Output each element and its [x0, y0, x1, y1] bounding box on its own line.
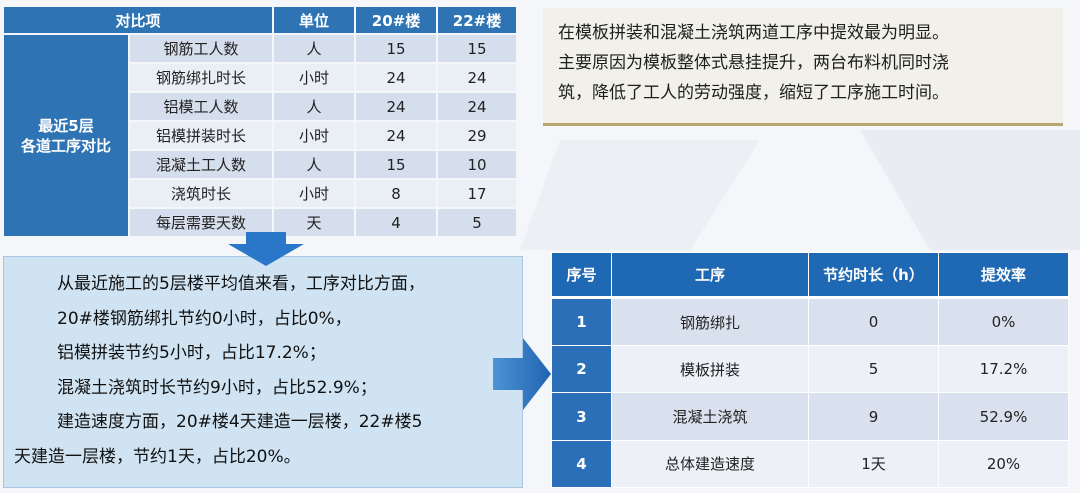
header-process: 工序 — [611, 252, 809, 299]
row-value-20: 24 — [354, 120, 439, 151]
efficiency-note: 在模板拼装和混凝土浇筑两道工序中提效最为明显。 主要原因为模板整体式悬挂提升，两… — [543, 8, 1063, 126]
note-line: 在模板拼装和混凝土浇筑两道工序中提效最为明显。 — [558, 23, 949, 43]
row-rate: 52.9% — [938, 392, 1069, 441]
row-value-22: 24 — [436, 62, 519, 93]
summary-line: 铝模拼装节约5小时，占比17.2%； — [57, 343, 326, 363]
summary-box: 从最近施工的5层楼平均值来看，工序对比方面， 20#楼钢筋绑扎节约0小时，占比0… — [3, 256, 523, 488]
row-saved: 1天 — [808, 439, 939, 489]
comparison-table: 对比项 单位 20#楼 22#楼 最近5层 各道工序对比 钢筋工人数 人 15 … — [1, 5, 519, 238]
row-value-22: 29 — [436, 120, 519, 151]
row-rate: 0% — [938, 296, 1069, 347]
group-label: 最近5层 各道工序对比 — [2, 33, 130, 238]
row-number: 2 — [551, 345, 612, 394]
summary-line: 天建造一层楼，节约1天，占比20%。 — [14, 446, 301, 467]
row-item: 每层需要天数 — [127, 207, 275, 238]
row-item: 钢筋工人数 — [127, 33, 275, 64]
group-label-line2: 各道工序对比 — [20, 136, 111, 155]
row-number: 1 — [551, 296, 612, 347]
row-value-22: 10 — [436, 149, 519, 180]
header-building-20: 20#楼 — [354, 5, 439, 35]
row-process: 混凝土浇筑 — [611, 392, 809, 441]
row-item: 钢筋绑扎时长 — [127, 62, 275, 93]
note-line: 主要原因为模板整体式悬挂提升，两台布料机同时浇 — [558, 53, 949, 73]
row-unit: 人 — [272, 91, 357, 122]
row-unit: 小时 — [272, 120, 357, 151]
row-unit: 人 — [272, 149, 357, 180]
down-arrow-icon — [228, 232, 304, 266]
row-unit: 小时 — [272, 178, 357, 209]
summary-line: 建造速度方面，20#楼4天建造一层楼，22#楼5 — [57, 412, 423, 432]
efficiency-result-table: 序号 工序 节约时长（h） 提效率 1 钢筋绑扎 0 0% 2 模板拼装 5 1… — [551, 252, 1069, 489]
row-value-22: 5 — [436, 207, 519, 238]
header-item: 对比项 — [1, 5, 275, 35]
comparison-header-row: 对比项 单位 20#楼 22#楼 — [1, 5, 519, 35]
row-value-22: 15 — [436, 33, 519, 64]
table-row: 混凝土工人数 人 15 10 — [3, 149, 519, 180]
row-rate: 17.2% — [938, 345, 1069, 394]
row-saved: 0 — [808, 296, 939, 347]
row-item: 铝模拼装时长 — [127, 120, 275, 151]
row-value-20: 15 — [354, 33, 439, 64]
row-unit: 小时 — [272, 62, 357, 93]
table-row: 1 钢筋绑扎 0 0% — [551, 296, 1069, 347]
note-line: 筑，降低了工人的劳动强度，缩短了工序施工时间。 — [558, 83, 949, 103]
result-header-row: 序号 工序 节约时长（h） 提效率 — [551, 252, 1069, 299]
summary-line: 20#楼钢筋绑扎节约0小时，占比0%， — [57, 308, 352, 329]
header-building-22: 22#楼 — [436, 5, 519, 35]
header-efficiency-rate: 提效率 — [938, 252, 1069, 299]
table-row: 4 总体建造速度 1天 20% — [551, 439, 1069, 489]
row-value-20: 8 — [354, 178, 439, 209]
row-process: 总体建造速度 — [611, 439, 809, 489]
table-row: 铝模拼装时长 小时 24 29 — [3, 120, 519, 151]
row-unit: 人 — [272, 33, 357, 64]
table-row: 2 模板拼装 5 17.2% — [551, 345, 1069, 394]
row-saved: 9 — [808, 392, 939, 441]
row-value-20: 15 — [354, 149, 439, 180]
row-process: 模板拼装 — [611, 345, 809, 394]
table-row: 钢筋绑扎时长 小时 24 24 — [3, 62, 519, 93]
right-arrow-icon — [493, 338, 551, 410]
row-value-22: 17 — [436, 178, 519, 209]
row-process: 钢筋绑扎 — [611, 296, 809, 347]
header-unit: 单位 — [272, 5, 357, 35]
summary-line: 从最近施工的5层楼平均值来看，工序对比方面， — [57, 274, 425, 294]
group-label-line1: 最近5层 — [38, 116, 94, 135]
row-value-20: 4 — [354, 207, 439, 238]
table-row: 铝模工人数 人 24 24 — [3, 91, 519, 122]
table-row: 浇筑时长 小时 8 17 — [3, 178, 519, 209]
row-value-20: 24 — [354, 91, 439, 122]
table-row: 3 混凝土浇筑 9 52.9% — [551, 392, 1069, 441]
row-value-20: 24 — [354, 62, 439, 93]
row-item: 混凝土工人数 — [127, 149, 275, 180]
row-number: 4 — [551, 439, 612, 489]
row-saved: 5 — [808, 345, 939, 394]
row-rate: 20% — [938, 439, 1069, 489]
row-item: 浇筑时长 — [127, 178, 275, 209]
header-saved-hours: 节约时长（h） — [808, 252, 939, 299]
row-number: 3 — [551, 392, 612, 441]
row-unit: 天 — [272, 207, 357, 238]
header-number: 序号 — [551, 252, 612, 299]
table-row: 最近5层 各道工序对比 钢筋工人数 人 15 15 — [2, 33, 519, 238]
row-item: 铝模工人数 — [127, 91, 275, 122]
table-row: 每层需要天数 天 4 5 — [3, 207, 519, 238]
row-value-22: 24 — [436, 91, 519, 122]
summary-line: 混凝土浇筑时长节约9小时，占比52.9%； — [57, 377, 377, 398]
